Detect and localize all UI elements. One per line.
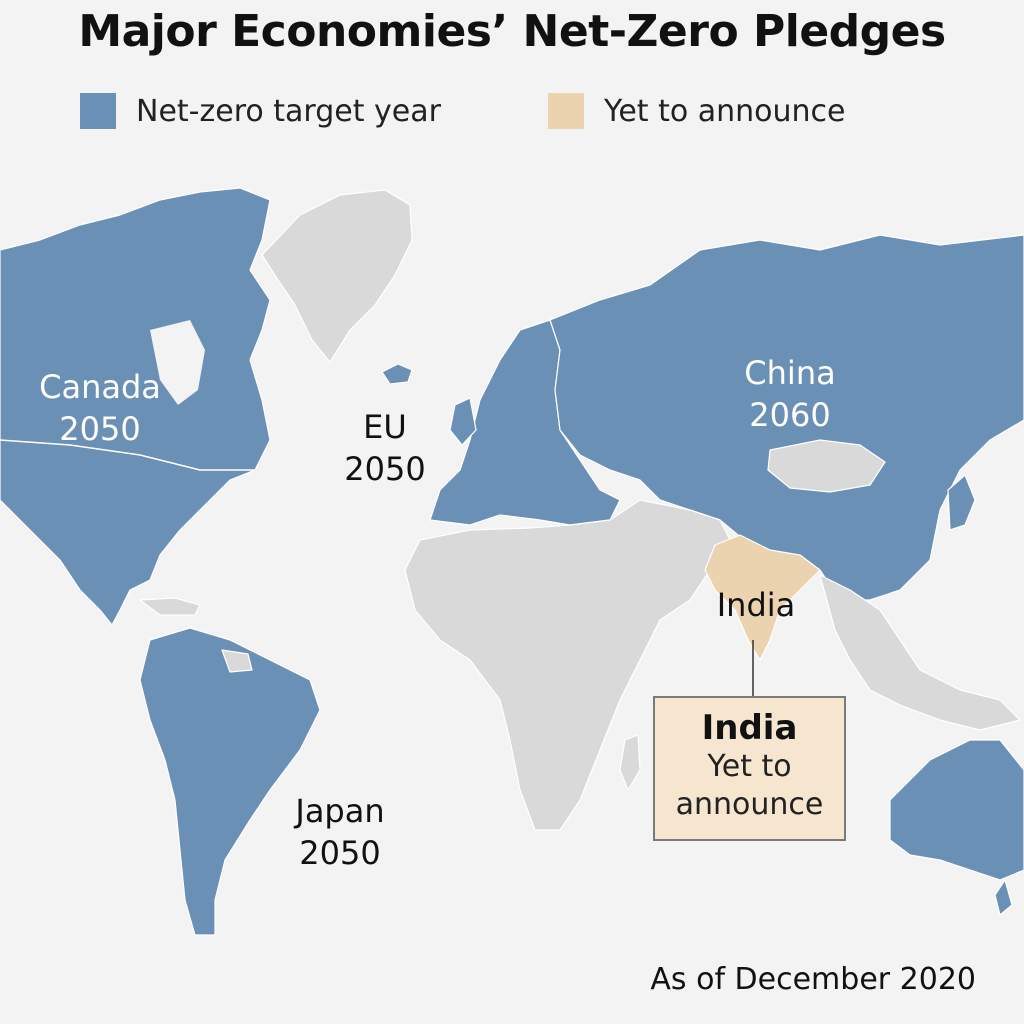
callout-title: India (701, 708, 798, 748)
india-callout-box: India Yet to announce (653, 696, 846, 841)
label-japan-name: Japan (295, 792, 385, 830)
label-china-name: China (744, 354, 836, 392)
label-china: China 2060 (715, 352, 865, 436)
callout-status: Yet to announce (675, 749, 824, 822)
south-america-region (139, 627, 321, 936)
legend-label-announce: Yet to announce (604, 93, 846, 129)
australia-region (889, 739, 1024, 881)
label-eu-year: 2050 (344, 450, 426, 488)
label-india-name: India (716, 586, 796, 624)
africa-middle-east-region (404, 499, 731, 831)
date-note: As of December 2020 (650, 962, 976, 997)
label-eu: EU 2050 (320, 406, 450, 490)
asia-pledged-region (549, 234, 1024, 601)
caribbean-region (139, 597, 201, 616)
mongolia-region (767, 439, 886, 493)
page-title: Major Economies’ Net-Zero Pledges (78, 6, 946, 57)
guiana-region (221, 649, 253, 673)
madagascar-region (619, 734, 641, 791)
label-japan: Japan 2050 (265, 790, 415, 874)
new-zealand-region (994, 879, 1013, 916)
india-region (704, 534, 821, 661)
legend-swatch-announce (548, 93, 584, 129)
label-china-year: 2060 (749, 396, 831, 434)
greenland-region (261, 189, 413, 363)
southeast-asia-region (819, 574, 1021, 731)
japan-region (947, 474, 976, 531)
label-canada: Canada 2050 (20, 366, 180, 450)
iceland-region (381, 363, 413, 385)
legend-label-pledged: Net-zero target year (136, 93, 441, 129)
legend-swatch-pledged (80, 93, 116, 129)
canada-us-border (0, 439, 255, 471)
label-japan-year: 2050 (299, 834, 381, 872)
legend-item-announce: Yet to announce (548, 92, 846, 130)
label-eu-name: EU (363, 408, 407, 446)
legend-item-pledged: Net-zero target year (80, 92, 441, 130)
uk-region (449, 397, 477, 446)
label-canada-name: Canada (39, 368, 161, 406)
hudson-bay (150, 320, 205, 405)
label-canada-year: 2050 (59, 410, 141, 448)
label-india: India (700, 584, 812, 626)
